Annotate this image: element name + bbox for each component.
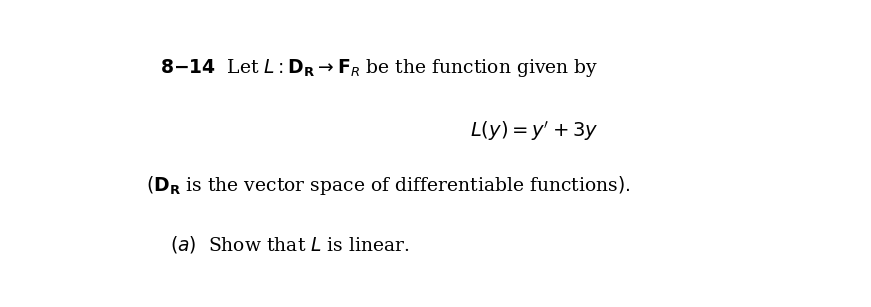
Text: $L(y) = y' + 3y$: $L(y) = y' + 3y$ xyxy=(470,119,598,143)
Text: $(\mathbf{D}_{\mathbf{R}}$ is the vector space of differentiable functions$).$: $(\mathbf{D}_{\mathbf{R}}$ is the vector… xyxy=(146,174,631,197)
Text: $\mathbf{8{-}14}$  Let $L : \mathbf{D}_{\mathbf{R}} \rightarrow \mathbf{F}_{R}$ : $\mathbf{8{-}14}$ Let $L : \mathbf{D}_{\… xyxy=(159,56,598,79)
Text: $(a)$  Show that $L$ is linear.: $(a)$ Show that $L$ is linear. xyxy=(170,234,409,255)
